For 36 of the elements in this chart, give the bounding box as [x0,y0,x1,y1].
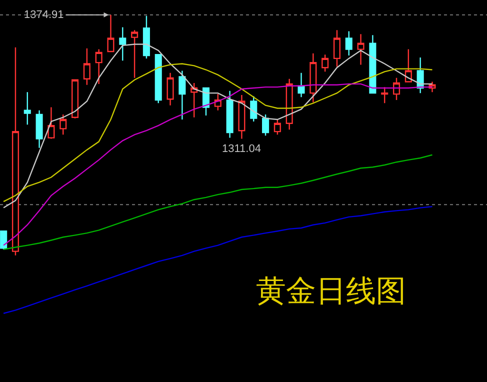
candlestick [381,86,388,104]
candlestick [286,78,293,130]
candlestick [226,90,234,138]
candlestick [369,34,376,94]
candlestick [274,118,281,136]
candlestick [24,92,31,126]
candlestick [262,114,270,136]
text: 黄金日线图 [256,274,406,309]
candlestick [310,52,317,103]
candlestick [345,30,352,56]
candlestick [404,48,412,82]
candlestick [322,54,329,72]
candlestick [72,79,79,119]
candlestick [428,81,436,93]
annotation: 1311.04 [222,143,261,155]
candlestick [392,77,400,101]
candlestick [357,34,364,66]
candlestick [48,106,55,140]
candlestick [298,72,305,98]
candlestick [250,96,258,122]
candlestick [142,15,150,60]
candlestick [166,72,174,106]
candlestick [154,54,162,104]
candlestick [119,26,126,62]
candlestick [131,29,138,79]
candlestick [83,48,90,86]
candlestick [36,110,43,149]
candlestick [60,114,67,136]
candlestick [95,48,102,85]
annotation: 1374.91 [24,9,64,21]
candlestick [0,230,8,250]
candlestick [238,94,246,140]
candlestick [190,82,198,118]
candlestick [178,70,186,120]
candlestick [333,29,340,68]
candlestick [12,46,19,256]
